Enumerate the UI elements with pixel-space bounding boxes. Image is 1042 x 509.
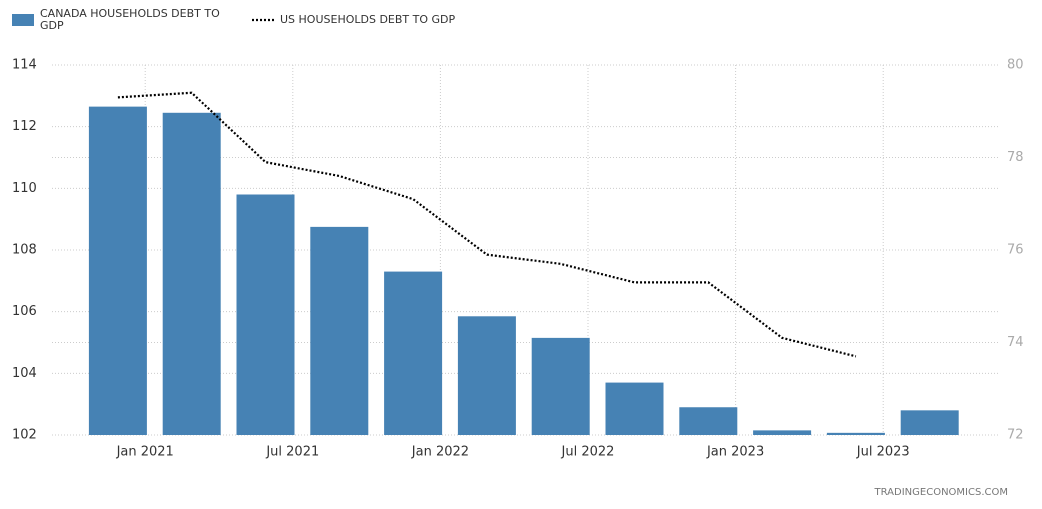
y-tick-label: 114 bbox=[12, 58, 37, 73]
bar bbox=[236, 194, 295, 435]
y-tick-label: 106 bbox=[12, 304, 37, 319]
bar bbox=[531, 337, 590, 435]
y2-tick-label: 72 bbox=[1007, 428, 1024, 443]
x-tick-label: Jul 2023 bbox=[856, 445, 910, 460]
x-tick-label: Jan 2023 bbox=[706, 445, 764, 460]
x-tick-label: Jan 2021 bbox=[116, 445, 174, 460]
y2-tick-label: 76 bbox=[1007, 243, 1024, 258]
y-tick-label: 110 bbox=[12, 181, 37, 196]
bar bbox=[310, 226, 369, 435]
bar bbox=[88, 106, 147, 435]
legend-label: US HOUSEHOLDS DEBT TO GDP bbox=[280, 13, 456, 26]
source: TRADINGECONOMICS.COM bbox=[874, 487, 1008, 498]
y2-tick-label: 78 bbox=[1007, 150, 1024, 165]
bar bbox=[679, 407, 738, 435]
y-tick-label: 108 bbox=[12, 243, 37, 258]
bar bbox=[753, 430, 812, 435]
bar bbox=[826, 432, 885, 435]
y-tick-label: 102 bbox=[12, 428, 37, 443]
bar bbox=[900, 410, 959, 435]
bar bbox=[384, 271, 443, 435]
bar bbox=[457, 316, 516, 435]
line bbox=[117, 91, 857, 358]
x-tick-label: Jan 2022 bbox=[411, 445, 469, 460]
bar bbox=[162, 112, 221, 436]
y2-tick-label: 80 bbox=[1007, 58, 1024, 73]
y-tick-label: 112 bbox=[12, 119, 37, 134]
x-tick-label: Jul 2021 bbox=[265, 445, 319, 460]
y-tick-label: 104 bbox=[12, 366, 37, 381]
legend-label: CANADA HOUSEHOLDS DEBT TO GDP bbox=[40, 7, 220, 32]
bar bbox=[605, 382, 664, 435]
legend-swatch bbox=[12, 14, 34, 26]
y2-tick-label: 74 bbox=[1007, 335, 1024, 350]
x-tick-label: Jul 2022 bbox=[561, 445, 615, 460]
